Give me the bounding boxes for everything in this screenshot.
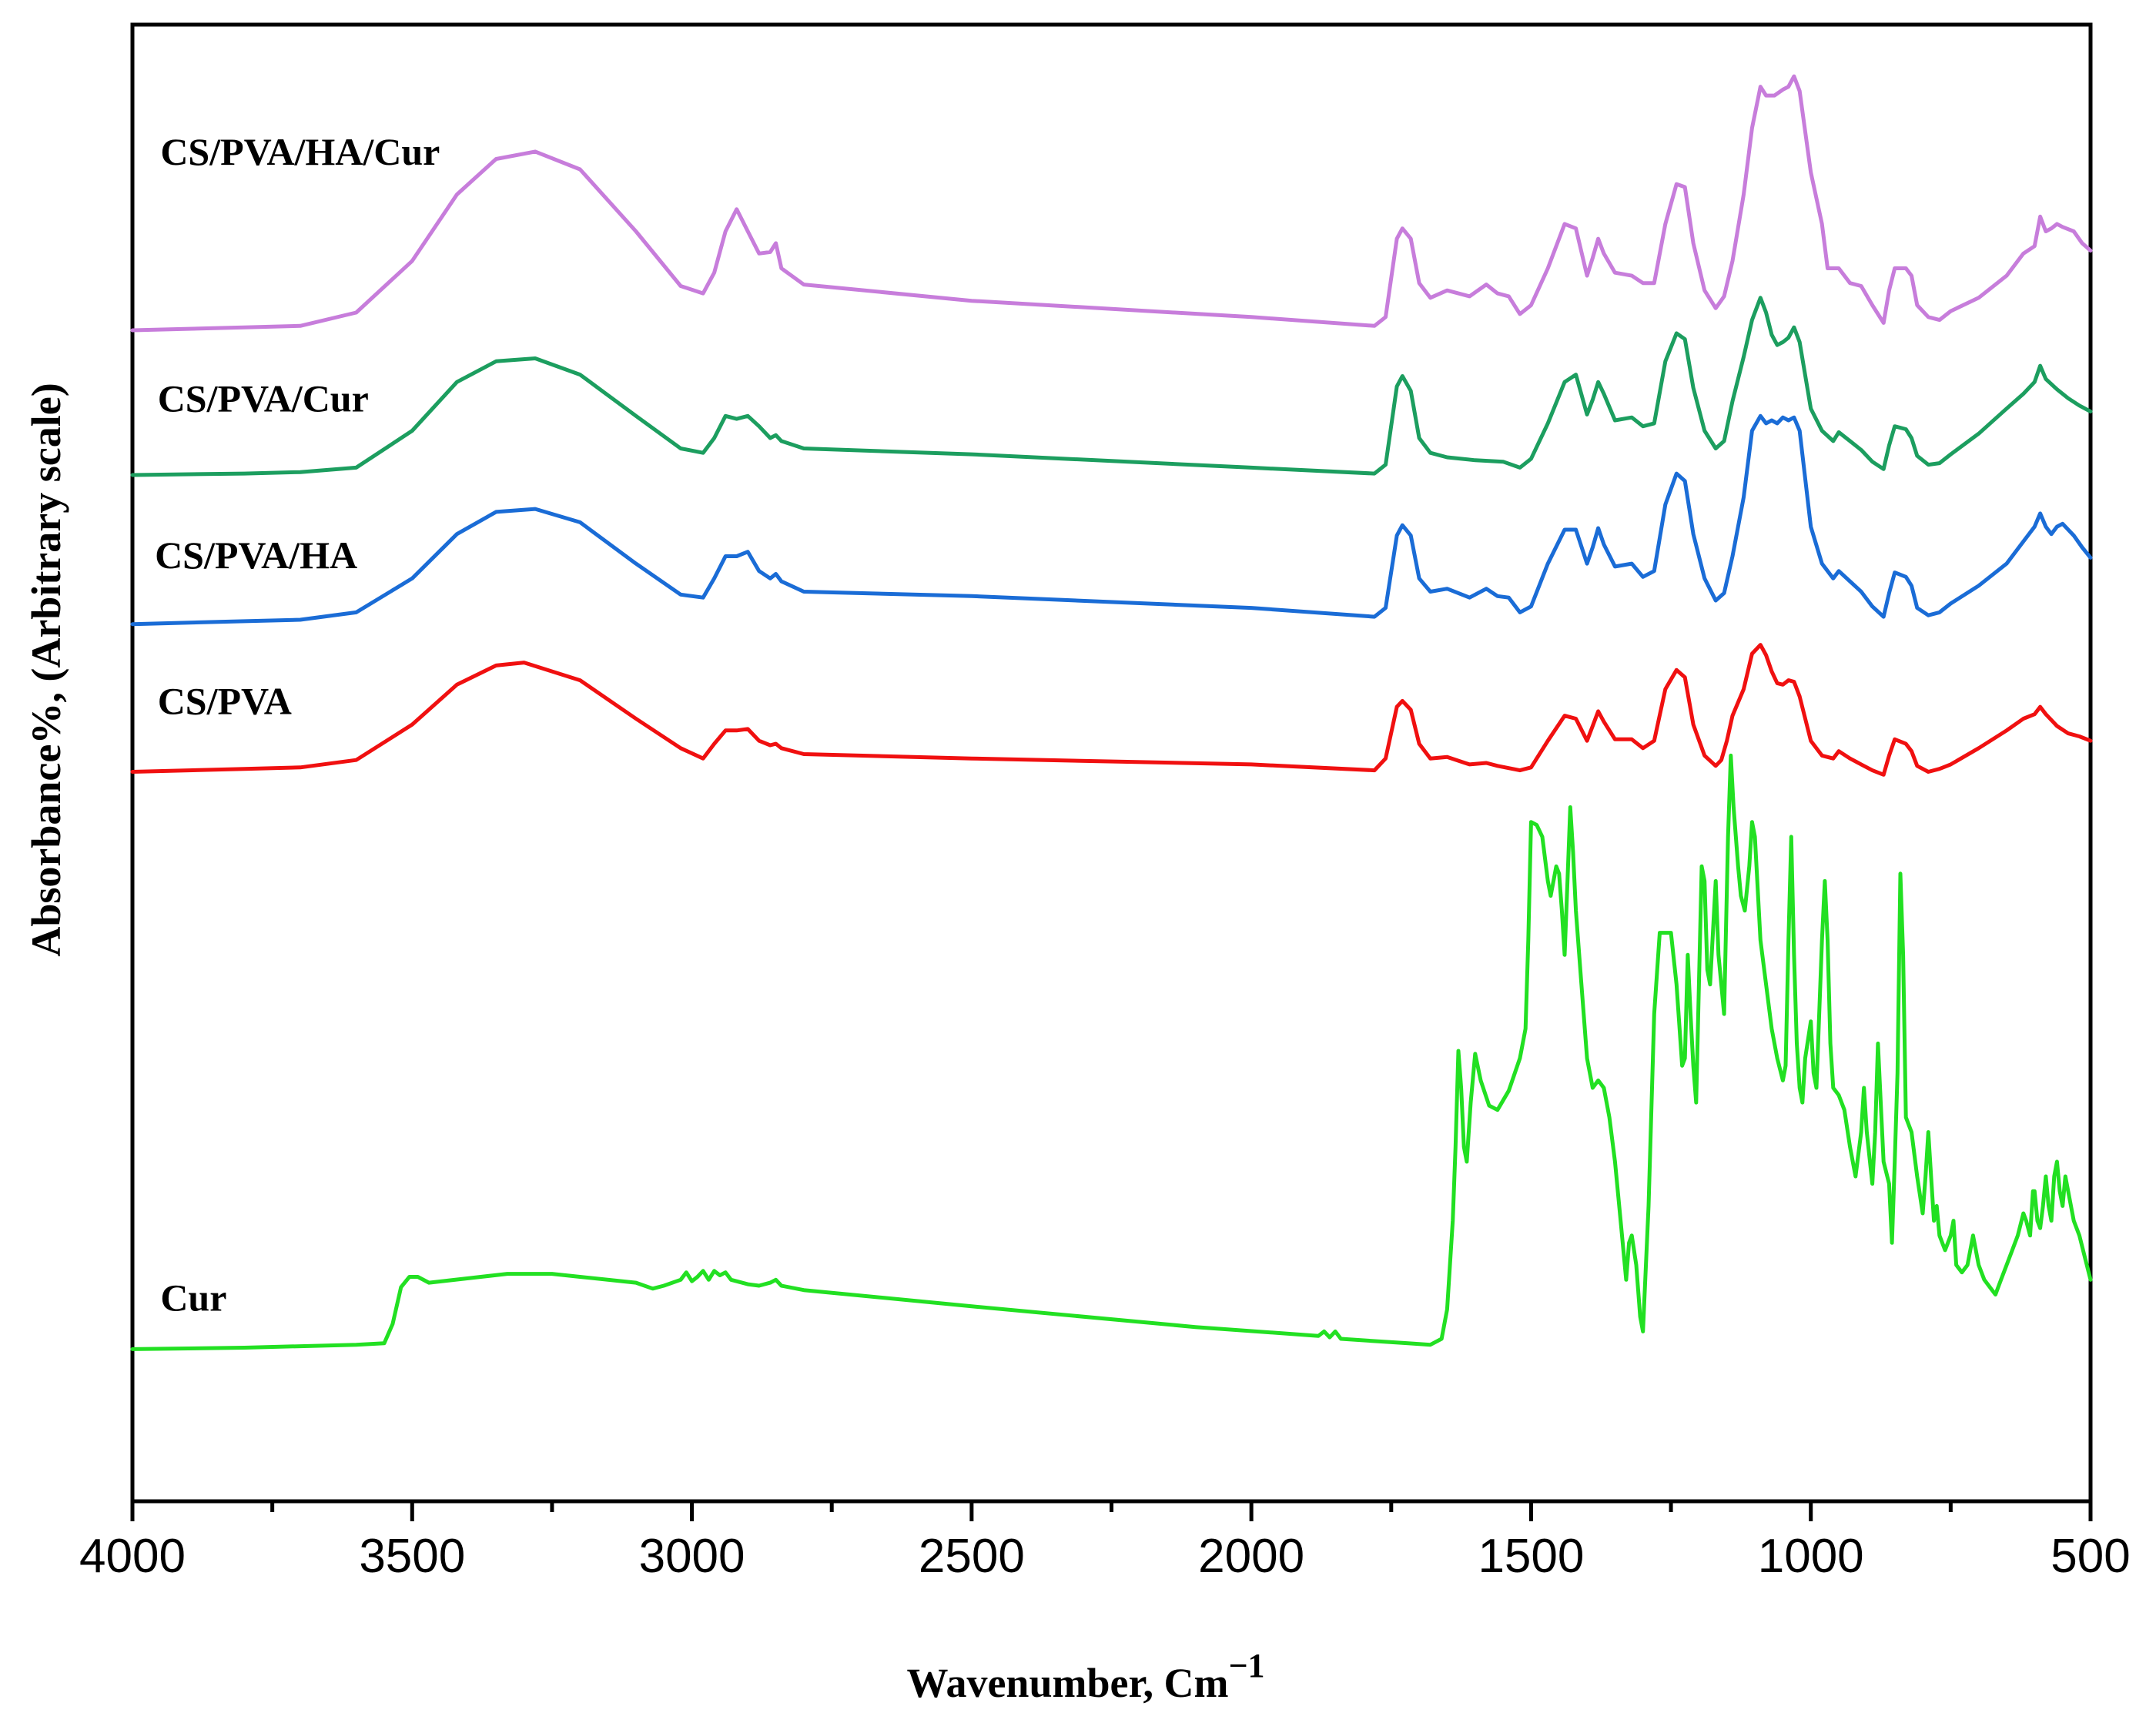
x-axis-title-superscript: −1 — [1228, 1647, 1264, 1684]
series-line-cs-pva-ha — [130, 413, 2093, 627]
series-line-cur — [130, 753, 2093, 1351]
x-axis-tick-labels: 4000 3500 3000 2500 2000 1500 1000 500 — [79, 1530, 2131, 1583]
series-label-cs-pva-ha-cur: CS/PVA/HA/Cur — [160, 130, 440, 173]
x-tick-label: 2000 — [1198, 1530, 1304, 1583]
series-labels: CS/PVA/HA/Cur CS/PVA/Cur CS/PVA/HA CS/PVA Cu… — [155, 130, 440, 1319]
x-axis-title: Wavenumber, Cm−1 — [906, 1647, 1264, 1706]
series-label-cs-pva: CS/PVA — [158, 680, 292, 723]
x-tick-label: 2500 — [919, 1530, 1025, 1583]
x-tick-label: 500 — [2051, 1530, 2130, 1583]
x-tick-label: 3000 — [639, 1530, 745, 1583]
series-lines — [130, 74, 2093, 1351]
x-tick-label: 1000 — [1758, 1530, 1864, 1583]
series-label-cs-pva-cur: CS/PVA/Cur — [158, 377, 369, 420]
series-line-cs-pva-cur — [130, 296, 2093, 477]
x-axis-ticks — [130, 1501, 2093, 1521]
series-line-cs-pva-ha-cur — [130, 74, 2093, 333]
series-line-cs-pva — [130, 643, 2093, 777]
series-label-cs-pva-ha: CS/PVA/HA — [155, 534, 357, 577]
series-label-cur: Cur — [160, 1276, 226, 1320]
x-axis-title-text: Wavenumber, Cm — [906, 1660, 1228, 1706]
x-tick-label: 1500 — [1478, 1530, 1584, 1583]
y-axis-title: Absorbance%, (Arbitrary scale) — [23, 383, 69, 956]
x-tick-label: 3500 — [359, 1530, 465, 1583]
x-tick-label: 4000 — [79, 1530, 186, 1583]
